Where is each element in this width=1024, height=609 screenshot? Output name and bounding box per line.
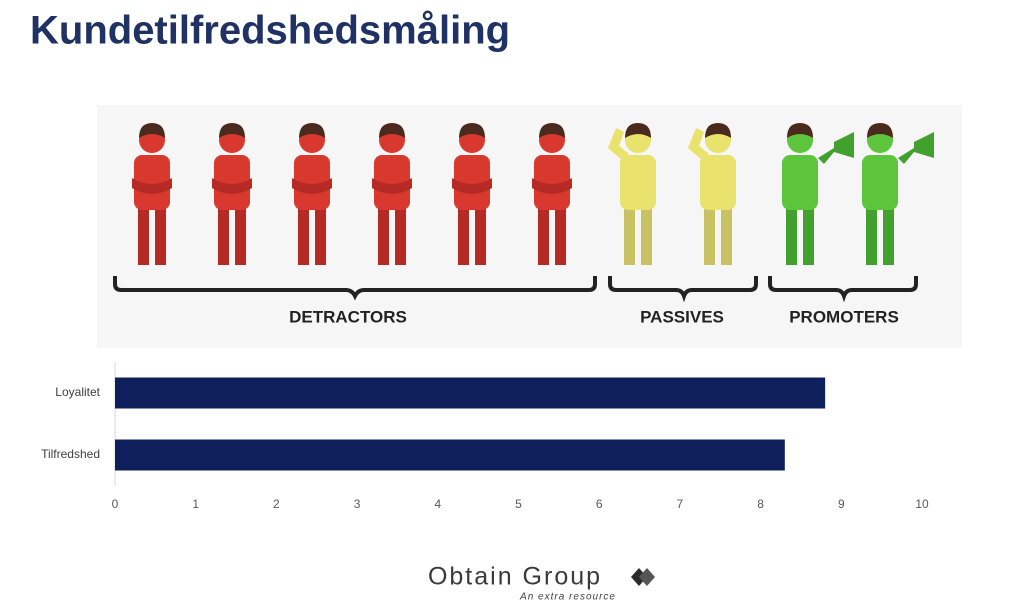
x-tick-label: 8 bbox=[757, 497, 764, 511]
x-tick-label: 10 bbox=[915, 497, 929, 511]
bracket bbox=[113, 276, 597, 301]
bar-chart: 0 1 2 3 4 5 6 7 8 9 10 Loyalitet Tilfredshed bbox=[41, 362, 929, 511]
person-legs bbox=[866, 205, 877, 265]
person-legs bbox=[155, 205, 166, 265]
people-illustration bbox=[132, 123, 934, 265]
person-legs bbox=[458, 205, 469, 265]
person bbox=[688, 123, 736, 265]
logo-tagline: An extra resource bbox=[519, 592, 616, 603]
person-body bbox=[534, 155, 570, 210]
person-body bbox=[862, 155, 898, 210]
person-body bbox=[782, 155, 818, 210]
person-legs bbox=[315, 205, 326, 265]
person bbox=[132, 123, 172, 265]
person bbox=[372, 123, 412, 265]
person-arms bbox=[132, 178, 172, 194]
x-tick-label: 0 bbox=[112, 497, 119, 511]
person-hair bbox=[219, 123, 245, 138]
person-body bbox=[700, 155, 736, 210]
person-legs bbox=[641, 205, 652, 265]
bracket bbox=[768, 276, 918, 303]
person-legs bbox=[721, 205, 732, 265]
person-legs bbox=[803, 205, 814, 265]
person-legs bbox=[883, 205, 894, 265]
person-arm bbox=[608, 128, 629, 160]
logo-icon bbox=[631, 568, 655, 586]
person-arms bbox=[452, 178, 492, 194]
person-arm bbox=[688, 128, 709, 160]
person-hair bbox=[539, 123, 565, 138]
person-legs bbox=[786, 205, 797, 265]
person-hair bbox=[867, 123, 893, 138]
logo-name: Obtain Group bbox=[428, 563, 602, 591]
person-body bbox=[454, 155, 490, 210]
x-tick-label: 4 bbox=[434, 497, 441, 511]
person-body bbox=[294, 155, 330, 210]
x-tick-label: 6 bbox=[596, 497, 603, 511]
person bbox=[452, 123, 492, 265]
brackets bbox=[113, 276, 918, 303]
person-legs bbox=[704, 205, 715, 265]
person-legs bbox=[538, 205, 549, 265]
person-hair bbox=[787, 123, 813, 138]
x-tick-label: 3 bbox=[354, 497, 361, 511]
y-tick-label: Loyalitet bbox=[55, 385, 100, 399]
person bbox=[782, 123, 854, 265]
person bbox=[532, 123, 572, 265]
person-megaphone bbox=[898, 132, 934, 164]
person-hair bbox=[705, 123, 731, 138]
person-hair bbox=[459, 123, 485, 138]
x-tick-label: 9 bbox=[838, 497, 845, 511]
person-legs bbox=[138, 205, 149, 265]
person-legs bbox=[235, 205, 246, 265]
x-tick-label: 7 bbox=[677, 497, 684, 511]
person-arms bbox=[212, 178, 252, 194]
person-legs bbox=[624, 205, 635, 265]
person-hair bbox=[379, 123, 405, 138]
person-legs bbox=[395, 205, 406, 265]
x-tick-label: 5 bbox=[515, 497, 522, 511]
person bbox=[292, 123, 332, 265]
x-tick-label: 1 bbox=[192, 497, 199, 511]
person-legs bbox=[218, 205, 229, 265]
person-megaphone bbox=[818, 132, 854, 164]
person bbox=[212, 123, 252, 265]
person-body bbox=[214, 155, 250, 210]
person-legs bbox=[298, 205, 309, 265]
person-arms bbox=[292, 178, 332, 194]
y-tick-label: Tilfredshed bbox=[41, 447, 100, 461]
person-legs bbox=[475, 205, 486, 265]
bracket bbox=[608, 276, 758, 303]
person bbox=[862, 123, 934, 265]
bar bbox=[115, 377, 826, 409]
person-arms bbox=[532, 178, 572, 194]
x-tick-label: 2 bbox=[273, 497, 280, 511]
group-label: PROMOTERS bbox=[789, 307, 899, 326]
person-hair bbox=[625, 123, 651, 138]
person-legs bbox=[378, 205, 389, 265]
group-label: PASSIVES bbox=[640, 307, 724, 326]
person-body bbox=[620, 155, 656, 210]
bar bbox=[115, 439, 785, 471]
person-body bbox=[134, 155, 170, 210]
group-label: DETRACTORS bbox=[289, 307, 407, 326]
person-arms bbox=[372, 178, 412, 194]
person-legs bbox=[555, 205, 566, 265]
person-hair bbox=[139, 123, 165, 138]
slide-title: Kundetilfredshedsmåling bbox=[30, 9, 510, 53]
person bbox=[608, 123, 656, 265]
person-body bbox=[374, 155, 410, 210]
person-hair bbox=[299, 123, 325, 138]
